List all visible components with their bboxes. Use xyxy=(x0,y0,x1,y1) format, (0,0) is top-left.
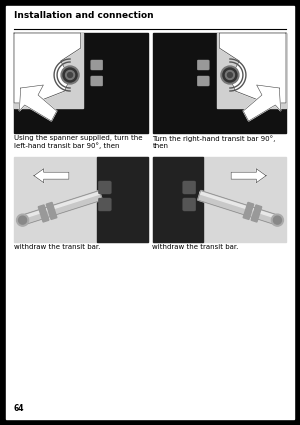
Polygon shape xyxy=(34,169,69,183)
FancyBboxPatch shape xyxy=(183,181,196,194)
Circle shape xyxy=(66,71,75,79)
Circle shape xyxy=(19,216,27,224)
Polygon shape xyxy=(251,205,262,222)
Circle shape xyxy=(227,73,232,77)
Circle shape xyxy=(16,214,28,226)
Polygon shape xyxy=(243,202,254,219)
Text: Installation and connection: Installation and connection xyxy=(14,11,154,20)
Circle shape xyxy=(221,66,239,84)
Circle shape xyxy=(61,66,79,84)
Circle shape xyxy=(273,216,281,224)
Bar xyxy=(152,157,203,242)
FancyBboxPatch shape xyxy=(183,198,196,211)
Polygon shape xyxy=(19,85,57,121)
Bar xyxy=(152,33,286,133)
Bar xyxy=(97,157,148,242)
Circle shape xyxy=(68,73,73,77)
Text: withdraw the transit bar.: withdraw the transit bar. xyxy=(14,244,100,250)
Text: 64: 64 xyxy=(14,404,25,413)
Circle shape xyxy=(223,68,237,82)
FancyBboxPatch shape xyxy=(98,198,111,211)
Polygon shape xyxy=(231,169,266,183)
Text: Turn the right-hand transit bar 90°,
then: Turn the right-hand transit bar 90°, the… xyxy=(152,135,276,149)
FancyBboxPatch shape xyxy=(98,181,111,194)
Polygon shape xyxy=(46,202,57,219)
Polygon shape xyxy=(219,33,286,103)
FancyBboxPatch shape xyxy=(197,60,209,70)
Polygon shape xyxy=(20,192,100,219)
Bar xyxy=(217,33,286,108)
Polygon shape xyxy=(200,192,280,219)
Polygon shape xyxy=(38,205,49,222)
Polygon shape xyxy=(19,190,102,226)
FancyBboxPatch shape xyxy=(91,76,103,86)
Circle shape xyxy=(63,68,77,82)
FancyBboxPatch shape xyxy=(197,76,209,86)
Polygon shape xyxy=(198,190,281,226)
Polygon shape xyxy=(14,33,81,103)
Bar xyxy=(14,33,83,108)
Circle shape xyxy=(272,214,284,226)
Text: withdraw the transit bar.: withdraw the transit bar. xyxy=(152,244,239,250)
FancyBboxPatch shape xyxy=(91,60,103,70)
Bar xyxy=(14,157,148,242)
Text: Using the spanner supplied, turn the
left-hand transit bar 90°, then: Using the spanner supplied, turn the lef… xyxy=(14,135,142,149)
Bar xyxy=(152,157,286,242)
Circle shape xyxy=(225,71,234,79)
Polygon shape xyxy=(243,85,281,121)
Bar xyxy=(14,33,148,133)
